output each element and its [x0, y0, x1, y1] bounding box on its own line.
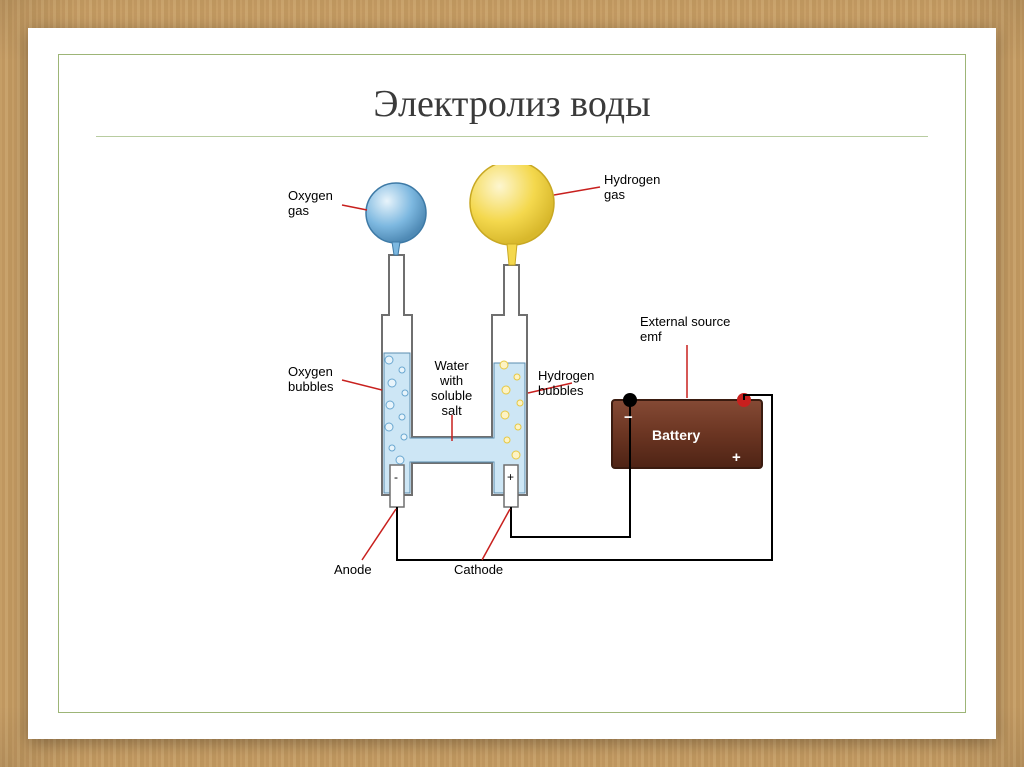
electrolysis-diagram: Oxygen gas Hydrogen gas External source …	[232, 165, 792, 595]
label-battery: Battery	[652, 427, 700, 443]
hydrogen-bubble	[515, 424, 521, 430]
hydrogen-bubble	[504, 437, 510, 443]
oxygen-bubble	[401, 434, 407, 440]
slide: Электролиз воды	[28, 28, 996, 739]
wood-frame: Электролиз воды	[0, 0, 1024, 767]
oxygen-bubble	[399, 367, 405, 373]
label-external-source: External source emf	[640, 315, 730, 345]
leader-cathode	[482, 509, 510, 560]
leader-oxygen-gas	[342, 205, 367, 210]
leader-anode	[362, 509, 396, 560]
battery-terminal-negative	[623, 393, 637, 407]
oxygen-bubble	[385, 356, 393, 364]
hydrogen-balloon	[470, 165, 554, 245]
label-electrode-plus: +	[507, 471, 514, 485]
label-battery-plus: +	[732, 449, 741, 466]
slide-title: Электролиз воды	[84, 82, 940, 126]
oxygen-balloon	[366, 183, 426, 243]
hydrogen-bubble	[500, 361, 508, 369]
leader-oxygen-bubbles	[342, 380, 382, 390]
hydrogen-balloon-neck	[507, 244, 517, 265]
label-hydrogen-bubbles: Hydrogen bubbles	[538, 369, 594, 399]
oxygen-bubble	[399, 414, 405, 420]
title-divider	[96, 136, 928, 137]
oxygen-bubble	[388, 379, 396, 387]
oxygen-bubble	[385, 423, 393, 431]
hydrogen-bubble	[514, 374, 520, 380]
hydrogen-bubble	[501, 411, 509, 419]
label-electrode-minus: -	[394, 471, 398, 485]
hydrogen-bubble	[517, 400, 523, 406]
hydrogen-bubble	[502, 386, 510, 394]
diagram-container: Oxygen gas Hydrogen gas External source …	[84, 165, 940, 595]
hydrogen-bubble	[512, 451, 520, 459]
label-battery-minus: −	[624, 409, 633, 426]
label-hydrogen-gas: Hydrogen gas	[604, 173, 660, 203]
label-oxygen-gas: Oxygen gas	[288, 189, 333, 219]
label-anode: Anode	[334, 563, 372, 578]
leader-hydrogen-gas	[554, 187, 600, 195]
oxygen-bubble	[402, 390, 408, 396]
oxygen-bubble	[386, 401, 394, 409]
oxygen-bubble	[396, 456, 404, 464]
wire-cathode	[511, 465, 630, 537]
label-water-salt: Water with soluble salt	[431, 359, 472, 419]
label-cathode: Cathode	[454, 563, 503, 578]
label-oxygen-bubbles: Oxygen bubbles	[288, 365, 334, 395]
oxygen-bubble	[389, 445, 395, 451]
oxygen-balloon-neck	[392, 242, 400, 255]
